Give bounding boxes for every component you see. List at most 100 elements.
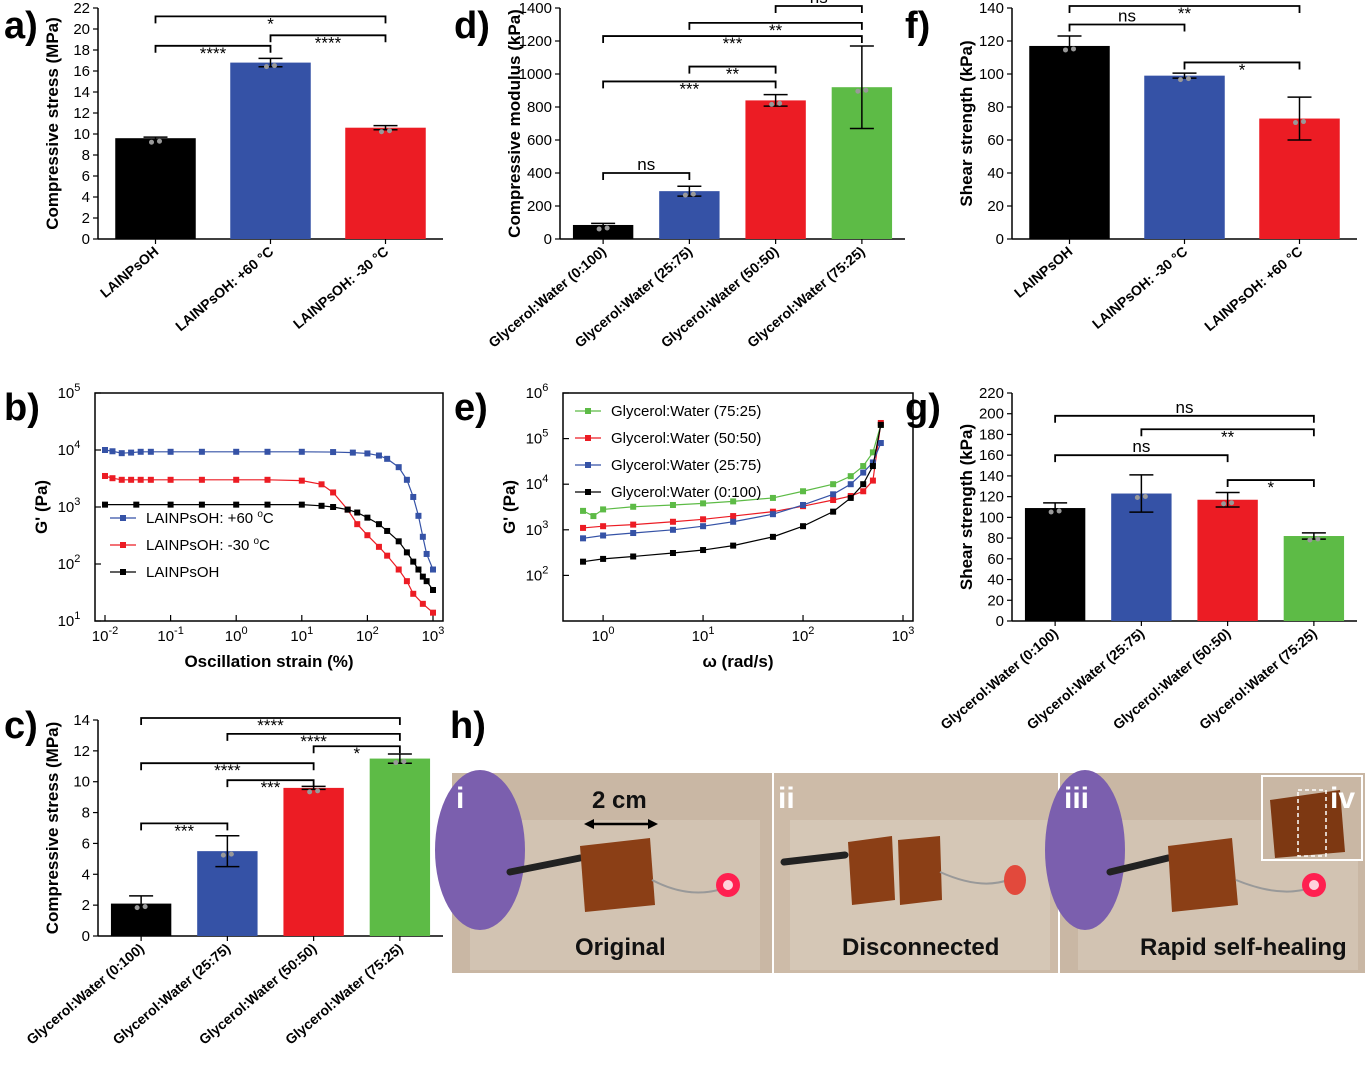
legend-label: LAINPsOH: +60 oC	[146, 509, 274, 527]
significance-bracket	[1054, 414, 1315, 423]
series-marker	[318, 502, 325, 509]
y-axis-label: Shear strength (kPa)	[957, 424, 976, 590]
y-tick-label: 12	[73, 743, 90, 760]
series-marker	[375, 452, 382, 459]
y-tick-label: 0	[82, 928, 90, 945]
panel-label-h: h)	[450, 705, 486, 747]
panel-label: g)	[905, 387, 941, 429]
series-marker	[800, 501, 807, 508]
series-marker	[133, 501, 140, 508]
series-marker	[403, 476, 410, 483]
series-marker	[600, 555, 607, 562]
data-point	[1315, 536, 1321, 542]
series-marker	[415, 512, 422, 519]
series-marker	[137, 476, 144, 483]
y-tick-label: 22	[73, 0, 90, 17]
bar	[369, 758, 431, 936]
panel-label: e)	[454, 387, 488, 429]
series-marker	[395, 566, 402, 573]
y-tick-label: 102	[526, 564, 549, 584]
significance-bracket	[602, 172, 691, 180]
series-marker	[669, 549, 676, 556]
y-axis-label: Shear strength (kPa)	[957, 40, 976, 206]
legend-label: Glycerol:Water (0:100)	[611, 484, 761, 501]
chart-2: f) 0 20 40 60 80 100 120 140 Shear strength (kPa)…	[905, 0, 1357, 334]
series-marker	[869, 449, 876, 456]
series-marker	[580, 558, 587, 565]
series-marker	[869, 477, 876, 484]
series-marker	[198, 501, 205, 508]
data-point	[855, 88, 861, 94]
data-point	[863, 87, 869, 93]
y-tick-label: 1200	[519, 33, 552, 50]
series-marker	[860, 481, 867, 488]
led-off-shape	[1004, 865, 1026, 895]
data-point	[1307, 537, 1313, 543]
series-marker	[430, 586, 436, 593]
series-marker	[590, 513, 597, 520]
data-point	[393, 760, 399, 766]
legend-marker	[120, 542, 126, 548]
y-tick-label: 14	[73, 712, 90, 729]
y-tick-label: 2	[82, 897, 90, 914]
series-marker	[830, 508, 837, 515]
data-point	[604, 225, 610, 231]
series-marker	[364, 450, 371, 457]
significance-label: ns	[810, 0, 828, 7]
plot-frame	[562, 392, 914, 622]
significance-bracket	[226, 779, 315, 788]
series-marker	[410, 558, 417, 565]
bar	[1029, 45, 1110, 240]
bar	[1283, 536, 1345, 621]
series-marker	[800, 488, 807, 495]
significance-label: ****	[300, 732, 327, 751]
series-marker	[869, 463, 876, 470]
panel-label: d)	[454, 5, 490, 47]
series-marker	[769, 533, 776, 540]
significance-label: *	[1239, 60, 1246, 79]
chart-6: g) 0 20 40 60 80 100 120 140 160 180 200 220 Shear st…	[905, 385, 1357, 732]
series-marker	[344, 506, 351, 513]
significance-label: ****	[315, 33, 342, 52]
significance-label: ***	[723, 34, 743, 53]
y-tick-label: 140	[979, 468, 1004, 485]
significance-label: **	[1221, 427, 1235, 446]
series-marker	[102, 472, 108, 479]
series-marker	[118, 476, 125, 483]
y-tick-label: 1000	[519, 66, 552, 83]
x-tick-label: 101	[692, 625, 715, 645]
bar	[1197, 499, 1258, 621]
series-marker	[877, 421, 884, 428]
legend-label: LAINPsOH	[146, 564, 219, 581]
series-marker	[700, 516, 707, 523]
series-marker	[830, 497, 837, 504]
y-tick-label: 20	[987, 592, 1004, 609]
y-tick-label: 10	[73, 126, 90, 143]
x-tick-label: 100	[592, 625, 615, 645]
bar	[1144, 75, 1225, 240]
series-marker	[580, 524, 587, 531]
y-tick-label: 200	[979, 406, 1004, 423]
data-point	[1229, 500, 1235, 506]
series-marker	[669, 501, 676, 508]
x-tick-label: LAINPsOH: -30 °C	[1089, 243, 1191, 332]
y-tick-label: 160	[979, 447, 1004, 464]
series-marker	[128, 476, 135, 483]
data-point	[682, 192, 688, 198]
series-marker	[410, 493, 417, 500]
data-point	[1293, 120, 1298, 126]
series-marker	[830, 481, 837, 488]
y-tick-label: 60	[987, 132, 1004, 149]
series-marker	[630, 503, 637, 510]
series-marker	[419, 533, 426, 540]
y-tick-label: 80	[987, 99, 1004, 116]
bar	[283, 787, 344, 936]
series-marker	[137, 448, 144, 455]
scale-label: 2 cm	[592, 787, 647, 814]
x-tick-label: 10-1	[157, 625, 183, 645]
significance-bracket	[269, 34, 387, 43]
data-point	[387, 128, 392, 134]
series-marker	[430, 609, 436, 616]
significance-bracket	[1054, 454, 1229, 463]
x-tick-label: 103	[422, 625, 445, 645]
